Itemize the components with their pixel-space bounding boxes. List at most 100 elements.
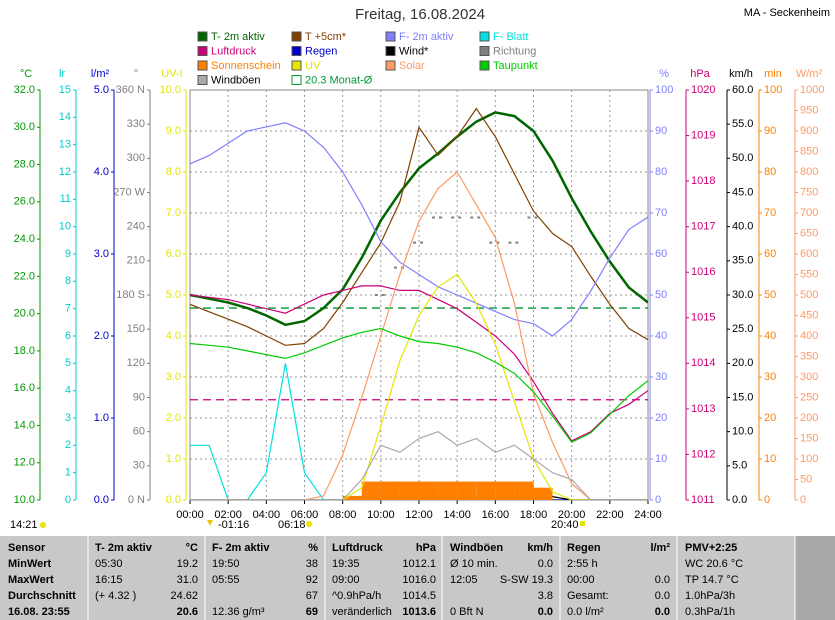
table-cell: Sensor xyxy=(8,542,46,554)
table-cell: S-SW 19.3 xyxy=(500,574,553,586)
sunshine-bar xyxy=(457,481,477,500)
table-cell: °C xyxy=(186,542,198,554)
y-tick-label: 55.0 xyxy=(732,118,753,130)
legend-swatch xyxy=(197,31,208,42)
x-tick-label: 20:00 xyxy=(558,509,586,521)
table-cell: 12:05 xyxy=(450,574,478,586)
legend-label: Sonnenschein xyxy=(211,60,281,72)
y-tick-label: 0 xyxy=(655,494,661,506)
legend-label: Solar xyxy=(399,60,425,72)
moon-icon xyxy=(580,521,585,526)
table-cell: 1.0hPa/3h xyxy=(685,590,735,602)
y-tick-label: 22.0 xyxy=(14,270,35,282)
y-tick-label: 0.0 xyxy=(166,494,181,506)
y-tick-label: 10.0 xyxy=(732,426,753,438)
axis-title: lr xyxy=(59,68,65,80)
y-tick-label: 30 xyxy=(764,371,776,383)
y-tick-label: 11 xyxy=(60,193,71,205)
y-tick-label: 30 xyxy=(655,371,667,383)
y-tick-label: 20.0 xyxy=(732,357,753,369)
table-cell: ^0.9hPa/h xyxy=(332,590,381,602)
y-tick-label: 6 xyxy=(65,330,71,342)
y-tick-label: 4.0 xyxy=(94,166,109,178)
x-tick-label: 00:00 xyxy=(176,509,204,521)
y-tick-label: 14 xyxy=(59,111,71,123)
y-tick-label: 0 xyxy=(800,494,806,506)
axis-title: l/m² xyxy=(91,68,110,80)
table-cell: Ø 10 min. xyxy=(450,558,498,570)
sunshine-bar xyxy=(495,481,515,500)
table-cell: 19:35 xyxy=(332,558,360,570)
table-cell: 09:00 xyxy=(332,574,360,586)
table-cell: Luftdruck xyxy=(332,542,384,554)
table-cell: 1014.5 xyxy=(402,590,436,602)
table-cell: 0.0 l/m² xyxy=(567,606,604,618)
table-cell: 0.0 xyxy=(655,606,670,618)
table-cell: Durchschnitt xyxy=(8,590,76,602)
y-tick-label: 15 xyxy=(59,84,71,96)
legend-swatch xyxy=(385,46,396,56)
axis-title: % xyxy=(659,68,669,80)
y-tick-label: 1012 xyxy=(691,448,715,460)
y-tick-label: 750 xyxy=(800,186,818,198)
y-tick-label: 60 xyxy=(764,248,776,260)
y-tick-label: 50 xyxy=(800,473,812,485)
table-cell: % xyxy=(308,542,318,554)
series-line xyxy=(190,171,648,500)
y-tick-label: 1014 xyxy=(691,357,715,369)
y-tick-label: 5.0 xyxy=(166,289,181,301)
chart-title: Freitag, 16.08.2024 xyxy=(355,6,485,23)
y-tick-label: 30 xyxy=(133,460,145,472)
table-cell: Regen xyxy=(567,542,601,554)
y-tick-label: 60 xyxy=(655,248,667,260)
y-tick-label: 5.0 xyxy=(94,84,109,96)
axis-title: km/h xyxy=(729,68,753,80)
table-filler xyxy=(795,536,835,620)
time-annotation: 06:18 xyxy=(278,519,306,531)
table-cell: 0.0 xyxy=(655,590,670,602)
y-tick-label: 1 xyxy=(65,467,71,479)
legend-label: 20.3 Monat-Ø xyxy=(305,74,373,86)
x-tick-label: 24:00 xyxy=(634,509,662,521)
legend-swatch xyxy=(197,60,208,71)
y-tick-label: 2.0 xyxy=(166,412,181,424)
legend-label: Taupunkt xyxy=(493,60,538,72)
y-tick-label: 1000 xyxy=(800,84,824,96)
x-tick-label: 06:00 xyxy=(291,509,319,521)
sunshine-bar xyxy=(399,481,419,500)
y-tick-label: 330 xyxy=(127,118,145,130)
table-cell: 0.0 xyxy=(655,574,670,586)
time-annotation: 20:40 xyxy=(551,519,579,531)
y-tick-label: 1.0 xyxy=(94,412,109,424)
y-tick-label: 1016 xyxy=(691,266,715,278)
y-tick-label: 150 xyxy=(127,323,145,335)
table-cell: 0.0 xyxy=(538,558,553,570)
table-cell: 1016.0 xyxy=(402,574,436,586)
y-tick-label: 90 xyxy=(764,125,776,137)
y-tick-label: 0 xyxy=(764,494,770,506)
y-tick-label: 7 xyxy=(65,303,71,315)
y-tick-label: 100 xyxy=(764,84,782,96)
table-cell: 05:55 xyxy=(212,574,240,586)
y-tick-label: 35.0 xyxy=(732,255,753,267)
table-cell: 16:15 xyxy=(95,574,123,586)
y-tick-label: 1015 xyxy=(691,312,715,324)
table-cell: MaxWert xyxy=(8,574,54,586)
y-tick-label: 180 S xyxy=(116,289,145,301)
table-cell: 1013.6 xyxy=(402,606,436,618)
table-cell: 1012.1 xyxy=(402,558,436,570)
sunshine-bar xyxy=(514,481,534,500)
legend-swatch xyxy=(291,75,302,85)
x-tick-label: 08:00 xyxy=(329,509,357,521)
y-tick-label: 0 xyxy=(65,494,71,506)
axis-title: W/m² xyxy=(796,68,823,80)
legend-swatch xyxy=(385,60,396,71)
table-cell: MinWert xyxy=(8,558,52,570)
y-tick-label: 80 xyxy=(764,166,776,178)
y-tick-label: 850 xyxy=(800,145,818,157)
time-annotation: -01:16 xyxy=(218,519,249,531)
sun-icon xyxy=(40,522,46,528)
y-tick-label: 400 xyxy=(800,330,818,342)
table-cell: 19:50 xyxy=(212,558,240,570)
